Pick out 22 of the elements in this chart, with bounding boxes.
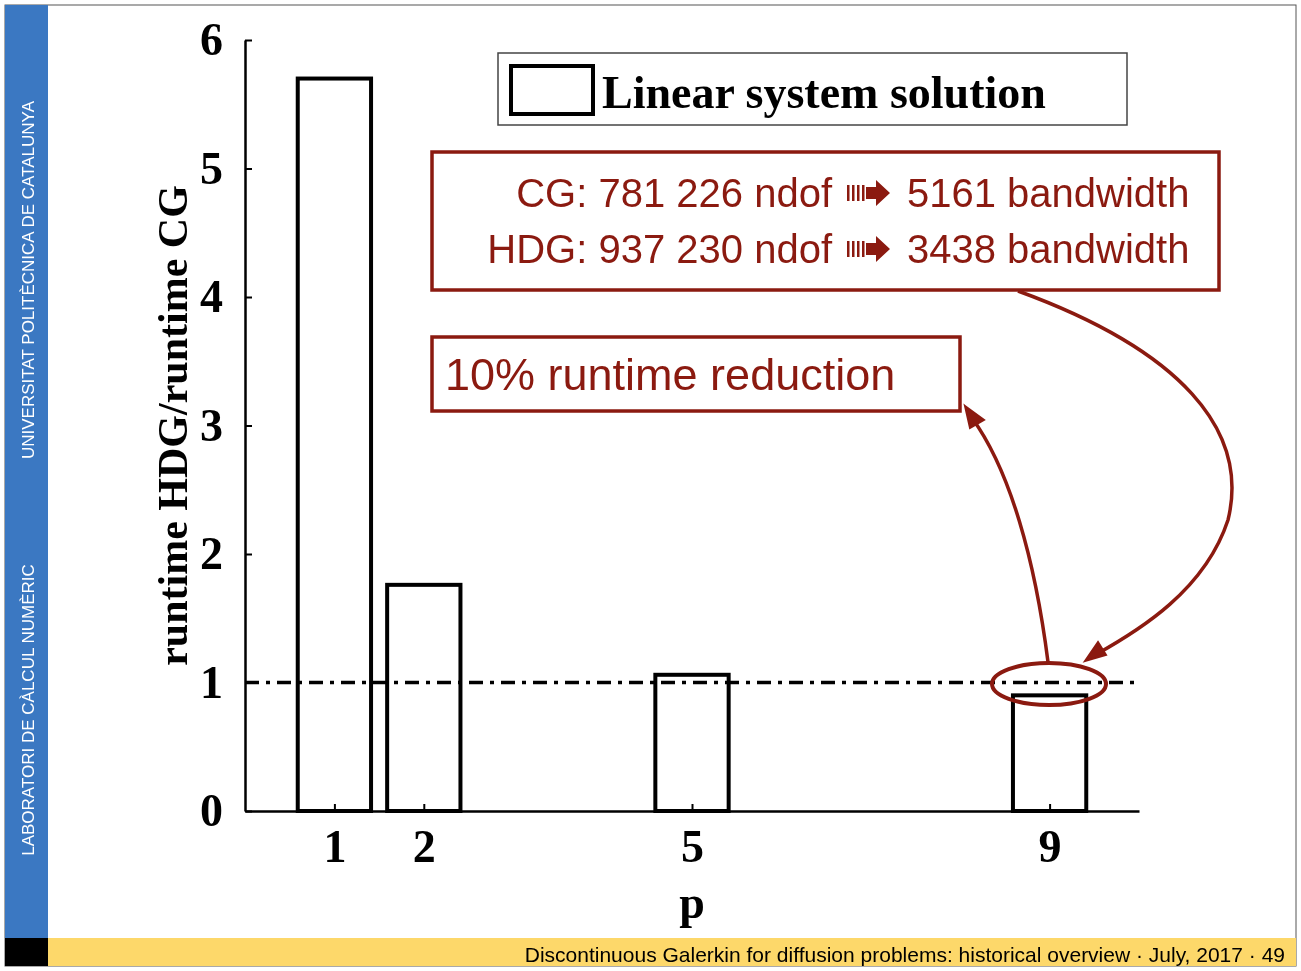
y-tick-label: 1	[200, 656, 223, 708]
y-tick-label: 6	[200, 14, 223, 66]
annotation: 3438 bandwidth	[907, 227, 1190, 271]
y-tick-label: 0	[200, 785, 223, 837]
annotation: HDG: 937 230 ndof	[487, 227, 833, 271]
x-tick-label: 5	[681, 820, 704, 872]
x-axis-title: p	[679, 877, 705, 928]
text: Discontinuous Galerkin for diffusion problems: historical overview · July, 2017 · 49	[524, 943, 1285, 966]
legend-label: Linear system solution	[602, 67, 1046, 118]
y-tick-label: 2	[200, 528, 223, 580]
x-tick-label: 1	[323, 820, 347, 872]
y-tick-label: 5	[200, 142, 223, 194]
annotation: 5161 bandwidth	[907, 171, 1190, 215]
y-tick-label: 3	[200, 399, 223, 451]
text: UNIVERSITAT POLITÈCNICA DE CATALUNYA	[19, 100, 38, 460]
y-tick-label: 4	[200, 271, 223, 323]
annotation: 10% runtime reduction	[445, 349, 896, 400]
y-axis-title: runtime HDG/runtime CG	[150, 185, 196, 666]
x-tick-label: 2	[412, 820, 436, 872]
annotation: CG: 781 226 ndof	[516, 171, 833, 215]
x-tick-label: 9	[1038, 820, 1062, 872]
text: LABORATORI DE CÀLCUL NUMÈRIC	[19, 564, 38, 856]
